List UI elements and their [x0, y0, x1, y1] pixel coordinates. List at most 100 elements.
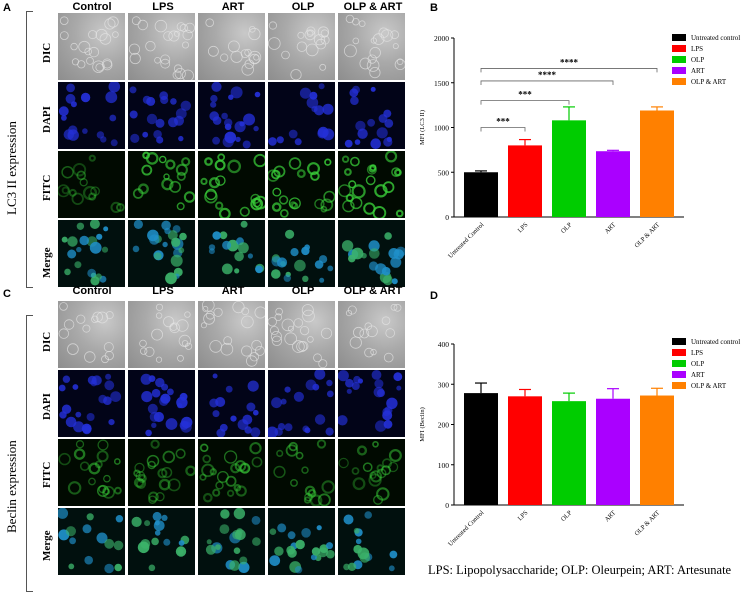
chart-d-legend-swatch-4 [672, 382, 686, 389]
top-section-bracket [26, 11, 33, 288]
chart-b-significance-label-0: *** [496, 117, 510, 127]
micrograph-dic-4 [338, 13, 406, 80]
chart-d-category-label-0: Untreated Control [447, 509, 485, 547]
col-head-olp-art: OLP & ART [343, 1, 403, 13]
micrograph-dapi-4 [338, 82, 405, 149]
chart-b-legend-label-2: OLP [691, 56, 704, 64]
micrograph-merge-2 [198, 220, 265, 287]
abbreviation-footnote: LPS: Lipopolysaccharide; OLP: Oleurpein;… [428, 563, 732, 577]
chart-b-category-label-1: LPS [517, 221, 530, 234]
micrograph-merge-4 [338, 508, 405, 575]
micrograph-fitc-4 [338, 150, 405, 220]
chart-b-bar-2 [552, 120, 586, 217]
chart-b-bar-0 [464, 172, 498, 217]
chart-d-legend-swatch-0 [672, 338, 686, 345]
lc3-side-label: LC3 II expression [4, 121, 19, 215]
chart-d-legend-swatch-2 [672, 360, 686, 367]
chart-b-legend-swatch-2 [672, 56, 686, 63]
row-head-fitc-bottom: FITC [41, 461, 53, 488]
chart-b-y-tick-label: 1000 [434, 124, 449, 133]
micrograph-dic-0 [58, 13, 125, 80]
chart-b-legend-label-4: OLP & ART [691, 78, 727, 86]
chart-b-y-tick-label: 500 [438, 168, 450, 177]
micrograph-dapi-2 [198, 81, 265, 149]
micrograph-dapi-2 [198, 370, 265, 438]
micrograph-dic-0 [58, 301, 125, 368]
micrograph-dapi-3 [266, 368, 335, 439]
chart-b-significance-bracket-0 [480, 127, 526, 132]
chart-d-category-label-3: ART [604, 509, 618, 523]
micrograph-dapi-0 [58, 80, 125, 149]
chart-b-significance-label-3: **** [560, 57, 579, 67]
micrograph-merge-1 [128, 219, 195, 287]
col-head-olp: OLP [291, 1, 315, 13]
panel-letter-b: B [430, 2, 438, 14]
micrograph-dapi-1 [128, 82, 195, 149]
chart-b-significance-label-2: **** [538, 70, 557, 80]
row-head-dapi-bottom: DAPI [41, 393, 53, 420]
chart-d-bar-0 [464, 393, 498, 505]
chart-b-y-tick-label: 0 [445, 213, 449, 222]
bottom-section-bracket [26, 315, 33, 592]
beclin-side-label: Beclin expression [4, 440, 19, 533]
chart-d-y-axis-label: MFI (Beclin) [420, 407, 426, 441]
micrograph-fitc-4 [338, 439, 405, 506]
chart-beclin: 0 100 200 300 400 MFI (Beclin) Untreated Contr… [420, 338, 740, 548]
chart-b-legend-swatch-3 [672, 67, 686, 74]
chart-b-bar-1 [508, 145, 542, 217]
panel-letter-a: A [3, 2, 11, 14]
chart-b-legend-label-0: Untreated control [691, 34, 740, 42]
row-head-dapi: DAPI [41, 106, 53, 133]
micrograph-dic-1 [128, 13, 196, 82]
chart-b-significance-bracket-2 [480, 80, 614, 85]
chart-d-y-tick-label: 400 [438, 340, 450, 349]
chart-b-significance-bracket-1 [480, 100, 570, 105]
chart-d-legend-label-3: ART [691, 371, 705, 379]
micrograph-merge-3 [268, 220, 335, 287]
chart-b-category-label-4: OLP & ART [633, 221, 661, 249]
chart-d-legend-label-0: Untreated control [691, 338, 740, 346]
micrograph-dapi-1 [128, 370, 195, 437]
chart-b-legend-label-3: ART [691, 67, 705, 75]
row-head-dic-bottom: DIC [41, 331, 53, 352]
chart-d-bar-3 [596, 398, 630, 505]
chart-b-y-axis-label: MFI (LC3 II) [420, 110, 426, 145]
chart-b-significance-bracket-3 [480, 68, 658, 73]
chart-d-y-tick-label: 200 [438, 421, 450, 430]
micrograph-fitc-0 [57, 151, 125, 218]
chart-b-legend-swatch-1 [672, 45, 686, 52]
micrograph-dic-3 [268, 13, 335, 81]
chart-b-category-label-2: OLP [560, 221, 574, 235]
row-head-merge-bottom: Merge [41, 530, 53, 561]
chart-d-bar-2 [552, 401, 586, 505]
micrograph-fitc-1 [128, 439, 196, 506]
col-head-lps: LPS [152, 1, 174, 13]
chart-b-category-label-3: ART [604, 221, 618, 235]
panel-letter-d: D [430, 290, 438, 302]
col-head-art: ART [221, 1, 245, 13]
chart-d-y-tick-label: 100 [438, 461, 450, 470]
row-head-merge: Merge [41, 247, 53, 278]
chart-b-legend-label-1: LPS [691, 45, 703, 53]
micrograph-dic-2 [198, 13, 265, 80]
chart-d-bar-1 [508, 396, 542, 505]
chart-b-significance-label-1: *** [518, 90, 532, 100]
micrograph-fitc-2 [198, 151, 268, 220]
col-head-olp-art-bottom: OLP & ART [343, 285, 403, 297]
micrograph-dapi-4 [337, 370, 405, 437]
micrograph-merge-2 [198, 507, 265, 575]
micrograph-merge-0 [56, 507, 125, 575]
chart-lc3: 0 500 1000 1500 2000 MFI (LC3 II) Untreated Co… [420, 34, 740, 260]
chart-b-y-tick-label: 2000 [434, 34, 449, 43]
chart-d-y-tick-label: 0 [445, 501, 449, 510]
col-head-control-bottom: Control [72, 285, 112, 297]
chart-d-category-label-2: OLP [560, 509, 574, 523]
chart-d-legend-label-1: LPS [691, 349, 703, 357]
micrograph-fitc-0 [58, 439, 125, 506]
chart-d-y-tick-label: 300 [438, 380, 450, 389]
chart-b-legend-swatch-0 [672, 34, 686, 41]
micrograph-dic-4 [338, 301, 405, 368]
panel-letter-c: C [3, 288, 11, 300]
micrograph-merge-4 [338, 220, 406, 287]
row-head-fitc: FITC [41, 174, 53, 201]
